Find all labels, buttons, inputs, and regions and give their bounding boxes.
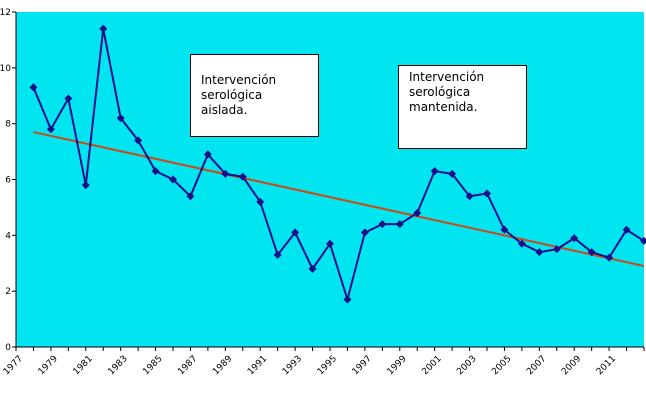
x-tick-label: 1985	[141, 354, 164, 377]
data-point	[640, 236, 646, 245]
data-point	[134, 136, 143, 145]
data-point	[587, 248, 596, 257]
x-tick-label: 2005	[490, 354, 513, 377]
data-point	[360, 228, 369, 237]
x-tick-label: 1979	[37, 354, 60, 377]
data-point	[238, 172, 247, 181]
x-tick-label: 2009	[560, 354, 583, 377]
data-point	[256, 197, 265, 206]
y-tick-label: 12	[0, 8, 11, 18]
data-point	[378, 220, 387, 229]
data-point	[46, 125, 55, 134]
x-tick-label: 1983	[106, 354, 129, 377]
data-point	[326, 239, 334, 248]
y-ticks: 0 2 4 6 8 10 12	[0, 8, 16, 353]
data-point	[203, 150, 212, 159]
data-point	[570, 234, 579, 243]
data-point	[151, 167, 160, 176]
x-tick-label: 2001	[420, 354, 443, 377]
data-point	[116, 114, 125, 123]
x-tick-label: 1987	[176, 354, 199, 377]
x-tick-label: 1981	[72, 354, 95, 377]
data-point	[535, 248, 544, 257]
x-tick-label: 1991	[246, 354, 269, 377]
series-markers	[29, 24, 646, 304]
data-point	[343, 295, 352, 304]
annotation-isolated-intervention: Intervención serológica aislada.	[190, 54, 319, 137]
data-point	[273, 250, 282, 259]
data-point	[81, 181, 90, 190]
y-tick-label: 8	[5, 120, 11, 130]
data-point	[483, 189, 491, 198]
data-point	[291, 228, 300, 237]
x-tick-label: 2003	[455, 354, 478, 377]
data-point	[169, 175, 177, 184]
data-point	[500, 225, 509, 234]
y-tick-label: 4	[5, 231, 11, 241]
x-tick-label: 1989	[211, 354, 234, 377]
x-tick-label: 1997	[351, 354, 374, 377]
plot-area	[16, 12, 644, 347]
y-tick-label: 0	[5, 343, 11, 353]
data-point	[605, 253, 614, 262]
data-point	[186, 192, 195, 201]
x-tick-label: 1993	[281, 354, 304, 377]
data-point	[395, 220, 404, 229]
data-point	[622, 225, 631, 234]
data-point	[29, 83, 38, 92]
data-point	[221, 169, 230, 178]
data-point	[465, 192, 474, 201]
x-ticks: 1977 1979 1981 1983 1985 1987 1989 1991 1993 1995…	[2, 347, 645, 377]
y-tick-label: 10	[0, 64, 11, 74]
data-point	[64, 94, 73, 103]
x-tick-label: 2007	[525, 354, 548, 377]
data-point	[448, 169, 457, 178]
x-tick-label: 2011	[595, 354, 618, 377]
data-point	[430, 167, 439, 176]
data-point	[413, 209, 422, 217]
x-tick-label: 1995	[316, 354, 339, 377]
trendline	[33, 131, 645, 268]
y-tick-label: 2	[5, 287, 11, 297]
annotation-sustained-intervention: Intervención serológica mantenida.	[398, 65, 527, 149]
data-point	[308, 264, 317, 273]
x-tick-label: 1999	[386, 354, 409, 377]
y-tick-label: 6	[5, 176, 11, 186]
data-point	[552, 245, 561, 254]
data-point	[99, 24, 108, 33]
x-tick-label: 1977	[2, 354, 25, 377]
data-point	[517, 239, 526, 248]
